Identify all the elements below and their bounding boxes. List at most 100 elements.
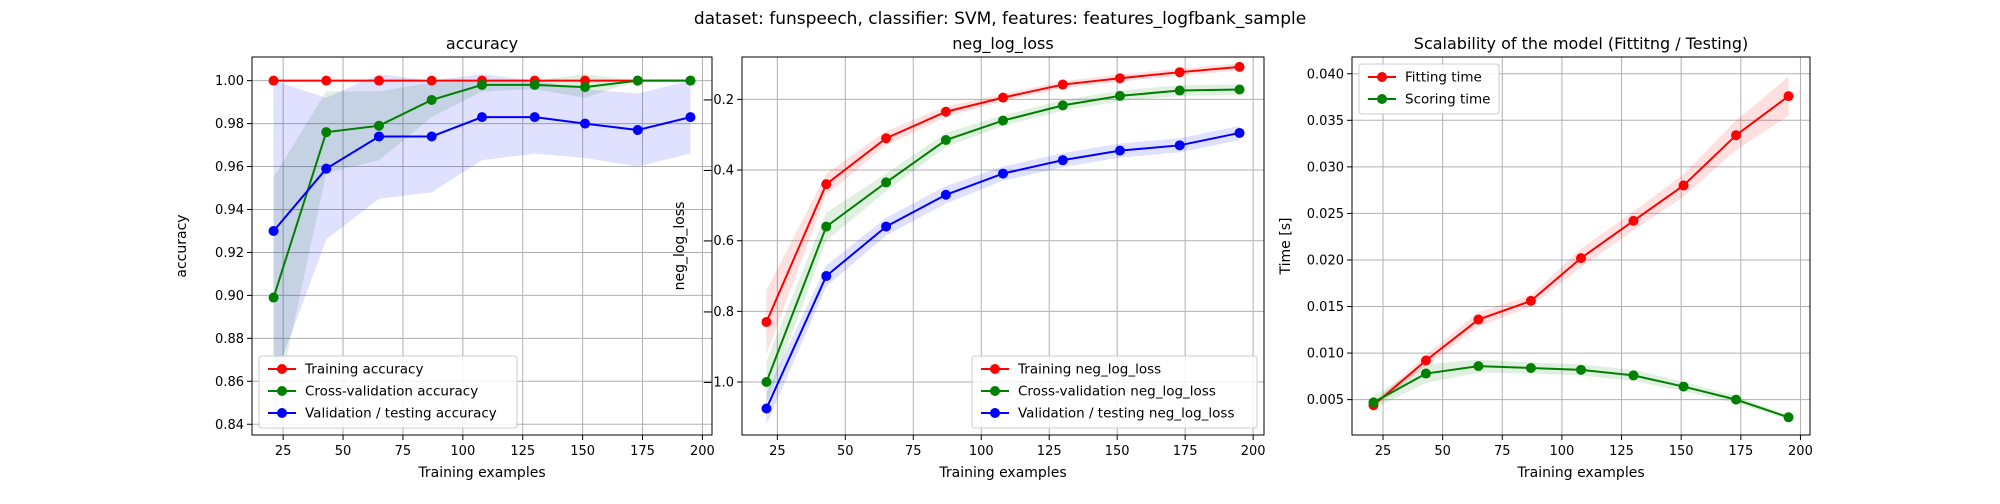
legend: Training accuracy Cross-validation accura… [258, 355, 518, 429]
legend-marker [1377, 94, 1387, 104]
data-point [940, 135, 951, 146]
x-tick-label: 150 [1105, 444, 1130, 459]
y-axis-label: accuracy [174, 214, 190, 277]
data-point [321, 127, 332, 138]
legend-marker [990, 408, 1000, 418]
x-axis-label: Training examples [1516, 465, 1644, 481]
y-tick-label: 0.040 [1307, 67, 1344, 82]
data-point [761, 403, 772, 414]
legend-label: Training neg_log_loss [1017, 362, 1161, 378]
x-tick-label: 125 [1609, 444, 1634, 459]
x-tick-label: 200 [1788, 444, 1813, 459]
data-point [1057, 79, 1068, 90]
x-tick-label: 200 [1241, 444, 1266, 459]
data-point [1234, 84, 1245, 95]
x-tick-label: 175 [1173, 444, 1198, 459]
legend-label: Validation / testing neg_log_loss [1018, 406, 1234, 422]
data-point [373, 75, 384, 86]
series-line-2 [765, 88, 1240, 383]
legend-box [258, 355, 518, 429]
data-point [1114, 145, 1125, 156]
y-tick-label: 0.005 [1307, 393, 1344, 408]
x-tick-label: 50 [837, 444, 854, 459]
y-axis-label: Time [s] [1278, 218, 1294, 276]
x-tick-label: 50 [335, 444, 352, 459]
legend-marker [277, 364, 287, 374]
x-tick-label: 125 [510, 444, 535, 459]
data-point [268, 292, 279, 303]
figure-suptitle: dataset: funspeech, classifier: SVM, fea… [694, 9, 1306, 29]
data-point [940, 106, 951, 117]
x-tick-label: 100 [450, 444, 475, 459]
data-point [1420, 355, 1431, 366]
y-tick-label: 0.96 [215, 160, 244, 175]
axes-frame [1351, 56, 1811, 436]
y-tick-label: 0.88 [215, 332, 244, 347]
data-point [268, 75, 279, 86]
legend-marker [277, 408, 287, 418]
y-tick-label: −0.6 [702, 234, 734, 249]
data-point [580, 118, 591, 129]
data-point [426, 131, 437, 142]
y-tick-label: 0.92 [215, 246, 244, 261]
data-point [1576, 253, 1586, 264]
data-point [1473, 314, 1484, 325]
data-point [998, 92, 1008, 103]
data-point [761, 316, 772, 327]
legend-marker [1377, 72, 1387, 82]
y-tick-label: 0.025 [1307, 207, 1344, 222]
data-point [529, 79, 540, 90]
y-tick-label: 0.90 [215, 289, 244, 304]
data-point [1678, 180, 1689, 191]
y-axis-label: neg_log_loss [672, 202, 688, 291]
data-point [685, 112, 696, 123]
y-tick-label: −0.8 [702, 305, 734, 320]
data-point [321, 75, 332, 86]
data-point [1057, 100, 1068, 111]
series-line-1 [765, 65, 1240, 323]
y-tick-label: 0.84 [215, 418, 244, 433]
chart-title: accuracy [446, 34, 518, 53]
data-point [632, 125, 643, 136]
y-tick-label: 0.94 [215, 203, 244, 218]
data-point [1368, 397, 1379, 408]
data-point [1473, 361, 1484, 372]
chart-panel-2: 25 50 75 100 125 150 175 200 −1.0 −0.8 −0.6 −0.4 −0.… [672, 34, 1266, 481]
chart-title: Scalability of the model (Fittitng / Tes… [1414, 34, 1748, 53]
legend-label: Training accuracy [304, 362, 423, 378]
chart-title: neg_log_loss [952, 34, 1053, 54]
x-axis-label: Training examples [417, 465, 545, 481]
y-tick-label: 0.98 [215, 117, 244, 132]
data-point [1234, 127, 1245, 138]
axes-frame [741, 56, 1265, 436]
data-point [1420, 368, 1431, 379]
data-point [881, 177, 892, 188]
legend: Training neg_log_loss Cross-validation ne… [971, 355, 1258, 429]
y-tick-label: 0.86 [215, 375, 244, 390]
y-tick-label: −0.4 [702, 164, 734, 179]
legend-label: Cross-validation accuracy [305, 384, 478, 400]
data-point [1783, 91, 1794, 102]
data-point [426, 75, 437, 86]
data-point [1057, 155, 1068, 166]
legend-label: Scoring time [1405, 92, 1490, 108]
data-point [268, 225, 279, 236]
data-point [1114, 73, 1125, 84]
data-point [1174, 85, 1185, 96]
data-point [477, 79, 487, 90]
data-point [821, 179, 832, 190]
y-tick-label: 0.015 [1307, 300, 1344, 315]
x-axis-label: Training examples [938, 465, 1066, 481]
x-tick-label: 50 [1434, 444, 1451, 459]
x-tick-label: 75 [1494, 444, 1511, 459]
x-tick-label: 75 [905, 444, 922, 459]
data-point [998, 168, 1008, 179]
data-point [1783, 412, 1794, 423]
data-point [940, 189, 951, 200]
data-point [373, 120, 384, 131]
data-point [321, 163, 332, 174]
y-tick-label: 0.010 [1307, 347, 1344, 362]
x-tick-label: 100 [969, 444, 994, 459]
